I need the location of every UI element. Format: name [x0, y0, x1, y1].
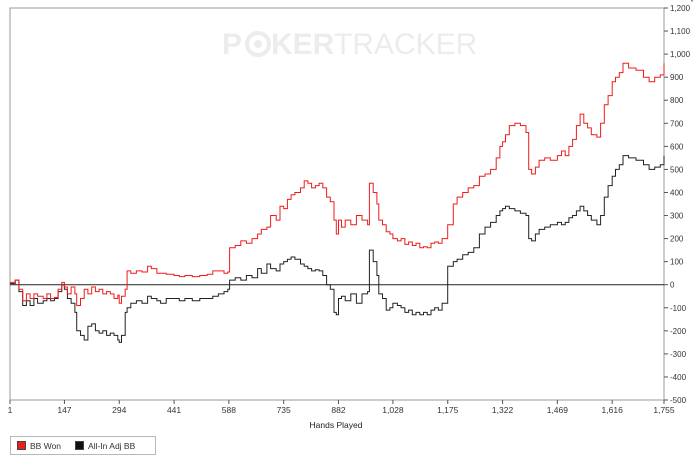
x-tick-label: 1,616	[602, 405, 624, 415]
series-line-all-in-adj-bb	[10, 155, 665, 343]
y-tick-label: -300	[670, 350, 687, 359]
plot-frame	[9, 7, 665, 401]
y-tick-label: 1,100	[670, 27, 691, 36]
legend-label-all-in-adj-bb: All-In Adj BB	[88, 440, 136, 451]
chip-center-icon	[254, 40, 262, 48]
y-tick-label: 300	[670, 212, 684, 221]
legend-swatch-black-icon	[75, 441, 85, 450]
y-tick-label: -200	[670, 327, 687, 336]
legend-item-all-in-adj-bb[interactable]: All-In Adj BB	[75, 441, 135, 451]
y-tick-label: 1,200	[670, 4, 691, 13]
series-line-bb-won	[10, 62, 665, 306]
watermark-logo: P KER TRACKER	[222, 28, 477, 61]
legend: BB Won All-In Adj BB	[10, 436, 157, 455]
watermark-text-tracker: TRACKER	[334, 28, 477, 61]
y-tick-label: -500	[670, 396, 687, 405]
x-tick-label: 882	[331, 405, 345, 415]
y-tick-label: 800	[670, 96, 684, 105]
x-tick-label: 1,175	[437, 405, 459, 415]
series-layer	[10, 62, 665, 343]
watermark-text-ker: KER	[271, 28, 335, 61]
legend-swatch-red-icon	[17, 441, 26, 450]
axes: -500 -400 -300 -200 -100 0 100 200 300 400 500 600 7…	[8, 4, 691, 415]
legend-label-bb-won: BB Won	[30, 440, 62, 451]
y-tick-label: 200	[670, 235, 684, 244]
legend-item-bb-won[interactable]: BB Won	[17, 441, 61, 451]
y-tick-label: 900	[670, 73, 684, 82]
y-tick-label: 0	[670, 281, 675, 290]
y-tick-label: 700	[670, 119, 684, 128]
watermark-letter-p: P	[222, 28, 242, 61]
y-tick-label: 400	[670, 188, 684, 197]
x-tick-label: 294	[112, 405, 126, 415]
chip-icon	[245, 31, 271, 57]
axis-unit-marker: *	[690, 0, 694, 8]
x-tick-label: 588	[222, 405, 236, 415]
x-tick-label: 147	[57, 405, 71, 415]
y-tick-label: 600	[670, 142, 684, 151]
x-tick-label: 1,755	[653, 405, 675, 415]
y-tick-label: 500	[670, 165, 684, 174]
x-tick-label: 1	[8, 405, 13, 415]
x-tick-label: 1,322	[492, 405, 514, 415]
x-axis-label: Hands Played	[310, 420, 363, 430]
y-tick-label: -400	[670, 373, 687, 382]
x-tick-label: 735	[277, 405, 291, 415]
x-tick-label: 1,028	[382, 405, 404, 415]
y-tick-label: -100	[670, 304, 687, 313]
x-tick-label: 1,469	[547, 405, 569, 415]
y-tick-label: 1,000	[670, 50, 691, 59]
y-tick-label: 100	[670, 258, 684, 267]
x-tick-label: 441	[167, 405, 181, 415]
